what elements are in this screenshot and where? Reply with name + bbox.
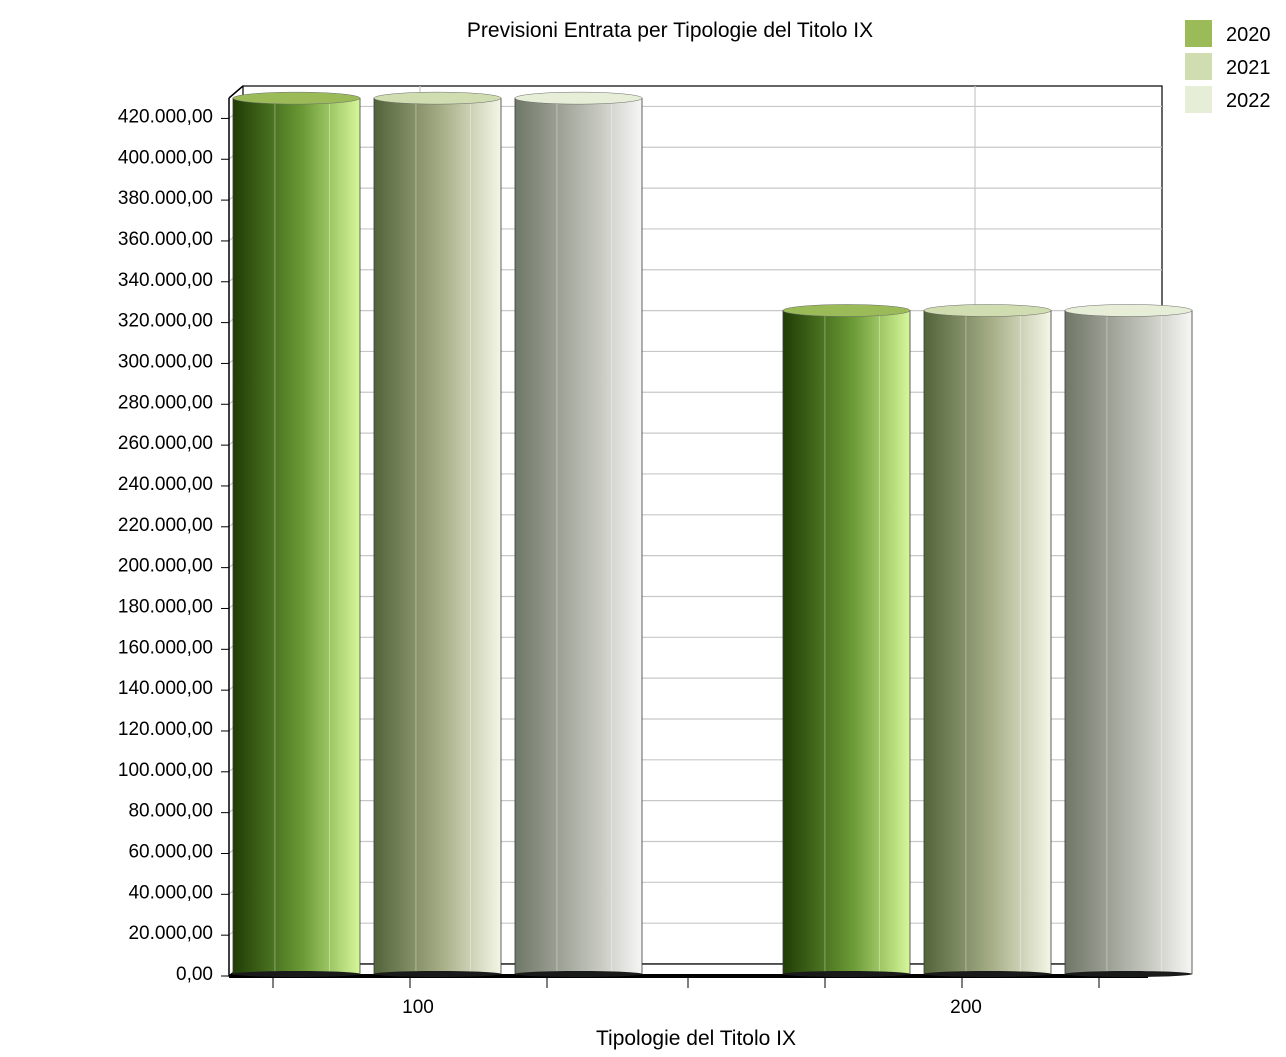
y-tick-label: 80.000,00 [128,801,213,822]
y-tick-label: 260.000,00 [118,433,213,454]
y-axis-tick-labels: 0,00 20.000,00 40.000,00 60.000,00 80.000,00… [118,106,229,985]
x-axis-label: Tipologie del Titolo IX [596,1027,796,1050]
y-tick-label: 220.000,00 [118,515,213,536]
y-tick-label: 340.000,00 [118,270,213,291]
y-tick-label: 320.000,00 [118,311,213,332]
y-tick-label: 400.000,00 [118,147,213,168]
legend-swatch-2022 [1185,86,1212,113]
bar-100-2022 [514,91,643,977]
y-tick-label: 300.000,00 [118,351,213,372]
bar-200-2021 [923,304,1052,977]
legend-swatch-2020 [1185,20,1212,47]
bar-100-2020 [232,91,361,977]
y-tick-label: 420.000,00 [118,106,213,127]
bar-200-2022 [1064,304,1193,977]
y-tick-label: 200.000,00 [118,556,213,577]
legend-label: 2022 [1226,90,1271,112]
bar-100-2021 [373,91,502,977]
y-tick-label: 160.000,00 [118,637,213,658]
legend: 2020 2021 2022 [1185,20,1271,113]
y-tick-label: 120.000,00 [118,719,213,740]
y-tick-label: 60.000,00 [128,841,213,862]
y-tick-label: 140.000,00 [118,678,213,699]
y-tick-label: 20.000,00 [128,923,213,944]
legend-label: 2021 [1226,57,1271,79]
y-tick-label: 100.000,00 [118,760,213,781]
chart-title: Previsioni Entrata per Tipologie del Tit… [467,19,873,42]
legend-label: 2020 [1226,24,1271,46]
x-tick-label: 200 [950,997,982,1018]
x-axis-tick-labels: 100 200 [272,978,1100,1018]
y-tick-label: 40.000,00 [128,882,213,903]
legend-swatch-2021 [1185,53,1212,80]
y-tick-label: 360.000,00 [118,229,213,250]
y-tick-label: 0,00 [176,964,213,985]
bars [232,91,1193,977]
x-tick-label: 100 [402,997,434,1018]
bar-200-2020 [782,304,911,977]
y-tick-label: 380.000,00 [118,188,213,209]
y-tick-label: 240.000,00 [118,474,213,495]
y-tick-label: 280.000,00 [118,392,213,413]
y-tick-label: 180.000,00 [118,596,213,617]
